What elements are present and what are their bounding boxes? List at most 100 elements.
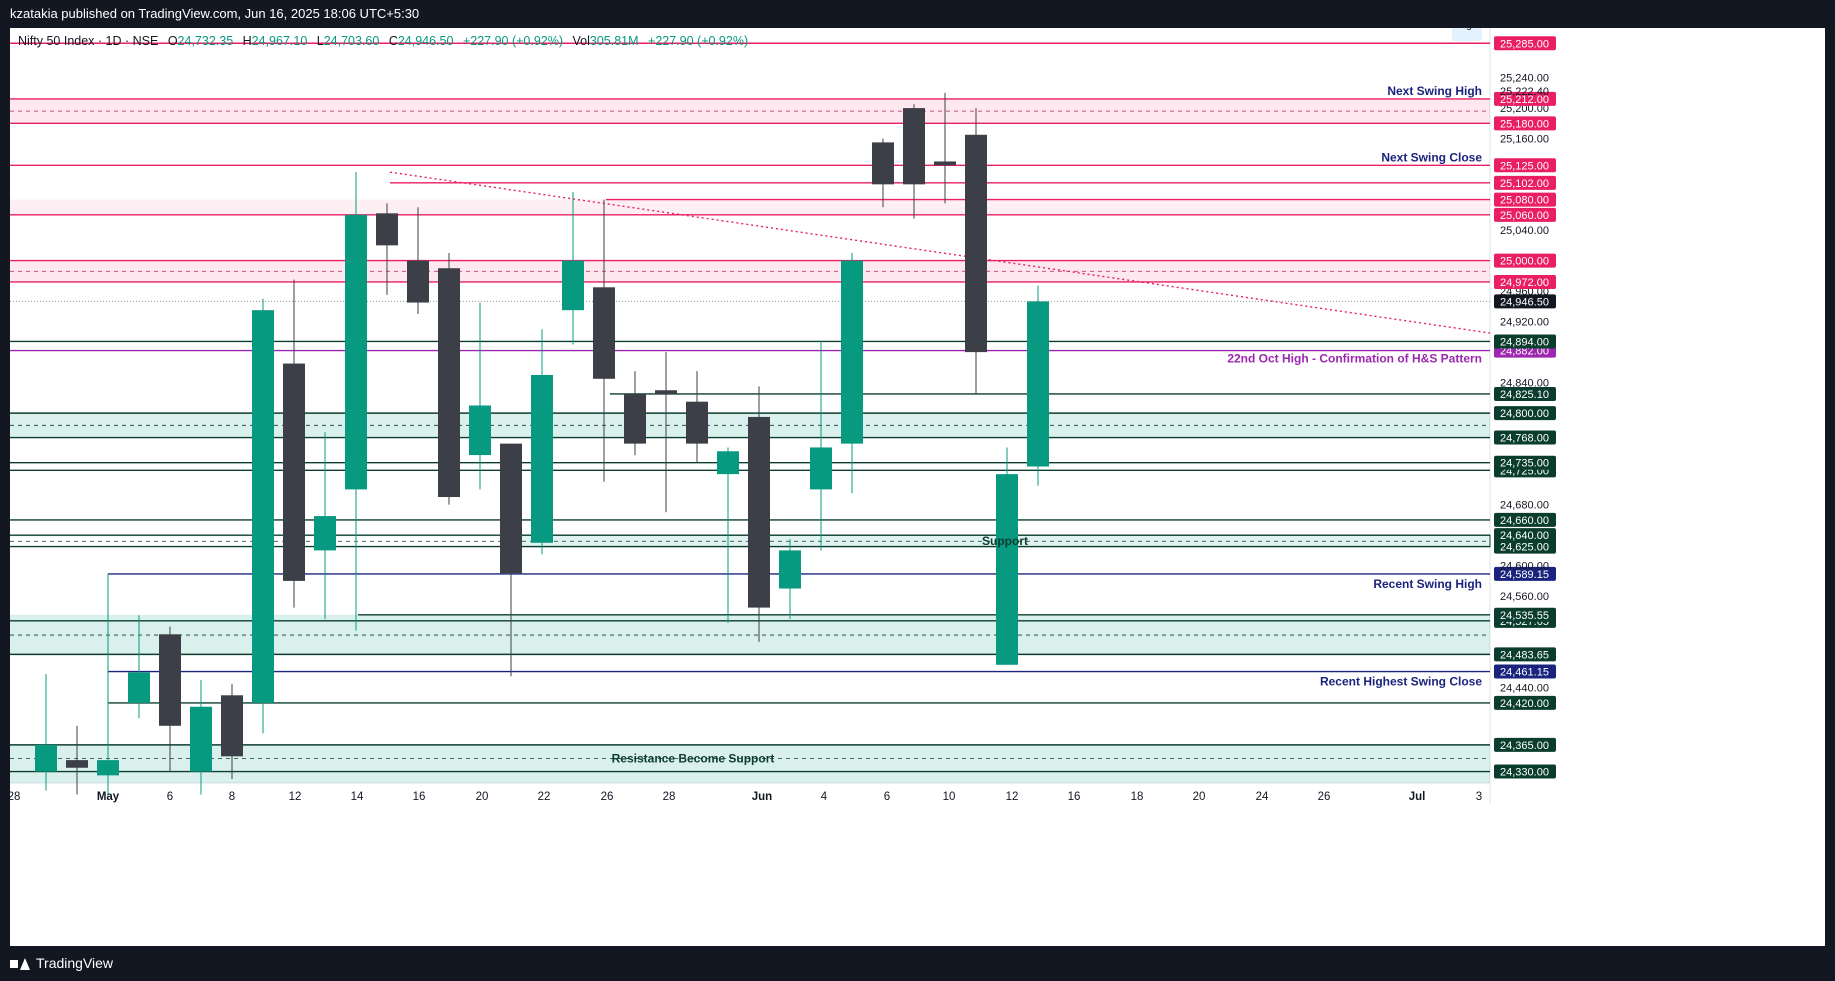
symbol-label[interactable]: Nifty 50 Index · 1D · NSE xyxy=(18,34,159,48)
price-badge-label: 24,825.10 xyxy=(1500,389,1549,401)
price-badge xyxy=(1494,695,1556,710)
price-tick-label: 24,920.00 xyxy=(1500,317,1549,329)
time-tick-label: Jun xyxy=(752,791,772,803)
vol-change-value: +227.90 (+0.92%) xyxy=(648,34,749,48)
price-badge xyxy=(1494,406,1556,421)
price-tick-label: 24,600.00 xyxy=(1500,561,1549,573)
close-value: 24,946.50 xyxy=(397,34,454,48)
candle-body-May 8 xyxy=(252,310,274,703)
open-label: O xyxy=(167,34,178,48)
price-badge xyxy=(1494,528,1556,543)
time-tick-label: 14 xyxy=(351,791,364,803)
candle-body-Apr 28 xyxy=(35,744,57,772)
price-badge-label: 25,285.00 xyxy=(1500,38,1549,50)
price-badge-label: 24,946.50 xyxy=(1500,296,1549,308)
time-tick-label: 22 xyxy=(538,791,551,803)
price-badge-label: 25,180.00 xyxy=(1500,118,1549,130)
price-badge-label: 24,894.00 xyxy=(1500,336,1549,348)
published-text: kzatakia published on TradingView.com, J… xyxy=(10,6,420,21)
price-badge-label: 25,060.00 xyxy=(1500,210,1549,222)
candle-body-May 27 xyxy=(655,390,677,395)
candle-body-May 20 xyxy=(500,443,522,574)
candle-body-May 14 xyxy=(376,213,398,246)
price-badge xyxy=(1494,607,1556,622)
price-badge-label: 24,735.00 xyxy=(1500,458,1549,470)
price-badge-label: 24,365.00 xyxy=(1500,740,1549,752)
time-tick-label: 6 xyxy=(884,791,890,803)
candle-body-May 30 xyxy=(748,416,770,608)
high-value: 24,967.10 xyxy=(251,34,308,48)
low-value: 24,703.60 xyxy=(323,34,380,48)
price-badge xyxy=(1494,116,1556,131)
price-tick-label: 24,560.00 xyxy=(1500,591,1549,603)
price-badge-label: 24,768.00 xyxy=(1500,433,1549,445)
time-tick-label: 16 xyxy=(1068,791,1081,803)
time-tick-label: 26 xyxy=(601,791,614,803)
price-badge xyxy=(1494,664,1556,679)
low-label: L xyxy=(316,34,324,48)
price-badge xyxy=(1494,334,1556,349)
price-badge xyxy=(1494,737,1556,752)
time-tick-label: 26 xyxy=(1318,791,1331,803)
price-badge xyxy=(1494,539,1556,554)
time-tick-label: 8 xyxy=(229,791,235,803)
candle-body-May 23 xyxy=(593,287,615,379)
annotation-label: Next Swing High xyxy=(1387,84,1482,98)
price-badge xyxy=(1494,455,1556,470)
price-badge-label: 24,640.00 xyxy=(1500,530,1549,542)
price-badge xyxy=(1494,512,1556,527)
time-tick-label: 20 xyxy=(1193,791,1206,803)
candle-body-Jun 6 xyxy=(903,108,925,185)
time-tick-label: 18 xyxy=(1131,791,1144,803)
price-badge-label: 24,330.00 xyxy=(1500,767,1549,779)
time-tick-label: 12 xyxy=(1006,791,1019,803)
price-badge-label: 24,625.00 xyxy=(1500,542,1549,554)
time-tick-label: Jul xyxy=(1409,791,1426,803)
price-chart[interactable]: Next Swing High Next Swing Close 22nd Oct … xyxy=(10,28,1825,946)
price-badge-label: 24,882.00 xyxy=(1500,346,1549,358)
price-badge-label: 24,972.00 xyxy=(1500,277,1549,289)
candle-body-May 2 xyxy=(128,672,150,703)
price-badge xyxy=(1494,566,1556,581)
price-badge xyxy=(1494,294,1556,309)
candle-body-May 9 xyxy=(283,363,305,581)
price-badge xyxy=(1494,647,1556,662)
candle-body-May 19 xyxy=(469,405,491,456)
price-badge-label: 25,102.00 xyxy=(1500,178,1549,190)
candle-body-Apr 30 xyxy=(97,760,119,776)
candle-body-Jun 2 xyxy=(779,550,801,589)
price-tick-label: 24,440.00 xyxy=(1500,683,1549,695)
price-badge xyxy=(1494,274,1556,289)
annotation-label: Recent Swing High xyxy=(1373,577,1482,591)
price-tick-label: 24,960.00 xyxy=(1500,286,1549,298)
price-badge-label: 24,589.15 xyxy=(1500,569,1549,581)
candle-body-May 28 xyxy=(686,401,708,444)
price-badge xyxy=(1494,175,1556,190)
time-tick-label: 24 xyxy=(1256,791,1269,803)
price-badge-label: 24,535.55 xyxy=(1500,610,1549,622)
tradingview-brand[interactable]: TradingView xyxy=(10,946,113,981)
high-tag-label: High xyxy=(1457,28,1478,31)
price-badge-label: 24,420.00 xyxy=(1500,698,1549,710)
time-tick-label: 28 xyxy=(663,791,676,803)
price-tick-label: 25,222.40 xyxy=(1500,86,1549,98)
candle-body-Jun 12 xyxy=(1027,301,1049,467)
ohlc-legend: Nifty 50 Index · 1D · NSE O24,732.35 H24… xyxy=(18,34,748,48)
resistance-zone-25060 xyxy=(10,199,1490,215)
price-badge-label: 25,080.00 xyxy=(1500,195,1549,207)
price-badge-label: 24,800.00 xyxy=(1500,408,1549,420)
price-badge-label: 24,461.15 xyxy=(1500,667,1549,679)
change-value: +227.90 (+0.92%) xyxy=(462,34,564,48)
candle-body-Jun 11 xyxy=(996,474,1018,665)
price-tick-label: 25,200.00 xyxy=(1500,103,1549,115)
candle-body-May 12 xyxy=(314,516,336,551)
chart-area[interactable]: Next Swing High Next Swing Close 22nd Oct … xyxy=(10,28,1825,946)
vol-value: 305.81M xyxy=(589,34,639,48)
price-badge xyxy=(1494,764,1556,779)
candle-body-May 7 xyxy=(221,695,243,757)
price-tick-label: 24,680.00 xyxy=(1500,500,1549,512)
candle-body-Apr 29 xyxy=(66,760,88,768)
time-tick-label: 10 xyxy=(943,791,956,803)
time-tick-label: May xyxy=(97,791,120,803)
high-tag xyxy=(1452,28,1482,41)
